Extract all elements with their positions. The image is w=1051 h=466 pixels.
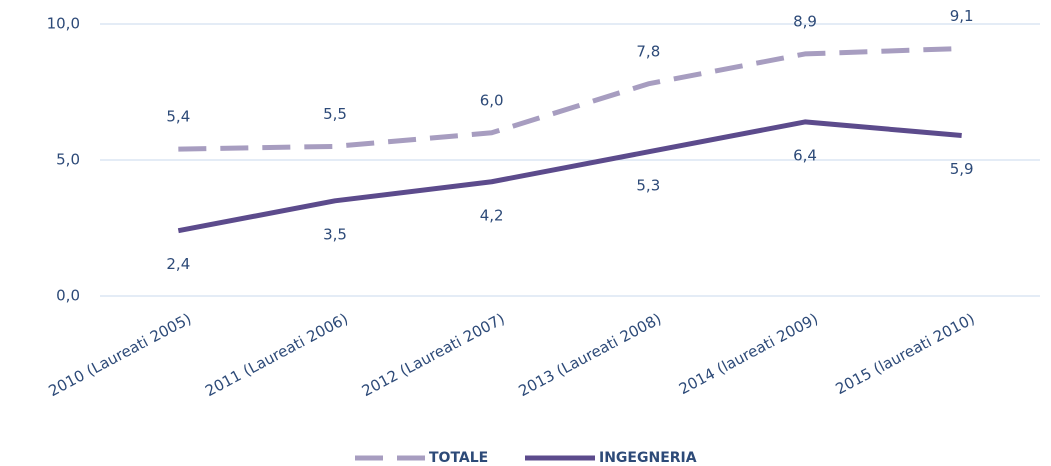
y-tick-label: 10,0 <box>47 15 80 33</box>
x-tick-label: 2011 (Laureati 2006) <box>202 310 351 401</box>
data-label: 6,4 <box>793 146 817 164</box>
y-tick-label: 0,0 <box>56 287 80 305</box>
data-label: 5,9 <box>950 160 974 178</box>
line <box>177 119 962 234</box>
legend-label: TOTALE <box>429 450 488 466</box>
data-label: 3,5 <box>323 225 347 243</box>
x-tick-label: 2012 (Laureati 2007) <box>359 310 508 401</box>
legend-label: INGEGNERIA <box>599 450 697 466</box>
line <box>178 45 962 152</box>
data-label: 5,3 <box>636 176 660 194</box>
data-label: 7,8 <box>636 42 660 60</box>
x-tick-label: 2013 (Laureati 2008) <box>516 310 665 401</box>
data-label: 2,4 <box>166 255 190 273</box>
data-label: 6,0 <box>480 91 504 109</box>
y-tick-label: 5,0 <box>56 151 80 169</box>
data-label: 9,1 <box>950 7 974 25</box>
x-tick-label: 2010 (Laureati 2005) <box>46 310 195 401</box>
data-label: 8,9 <box>793 12 817 30</box>
data-label: 5,4 <box>166 108 190 126</box>
x-tick-label: 2014 (laureati 2009) <box>676 310 821 399</box>
data-label: 4,2 <box>480 206 504 224</box>
data-label: 5,5 <box>323 105 347 123</box>
x-tick-label: 2015 (laureati 2010) <box>833 310 978 399</box>
